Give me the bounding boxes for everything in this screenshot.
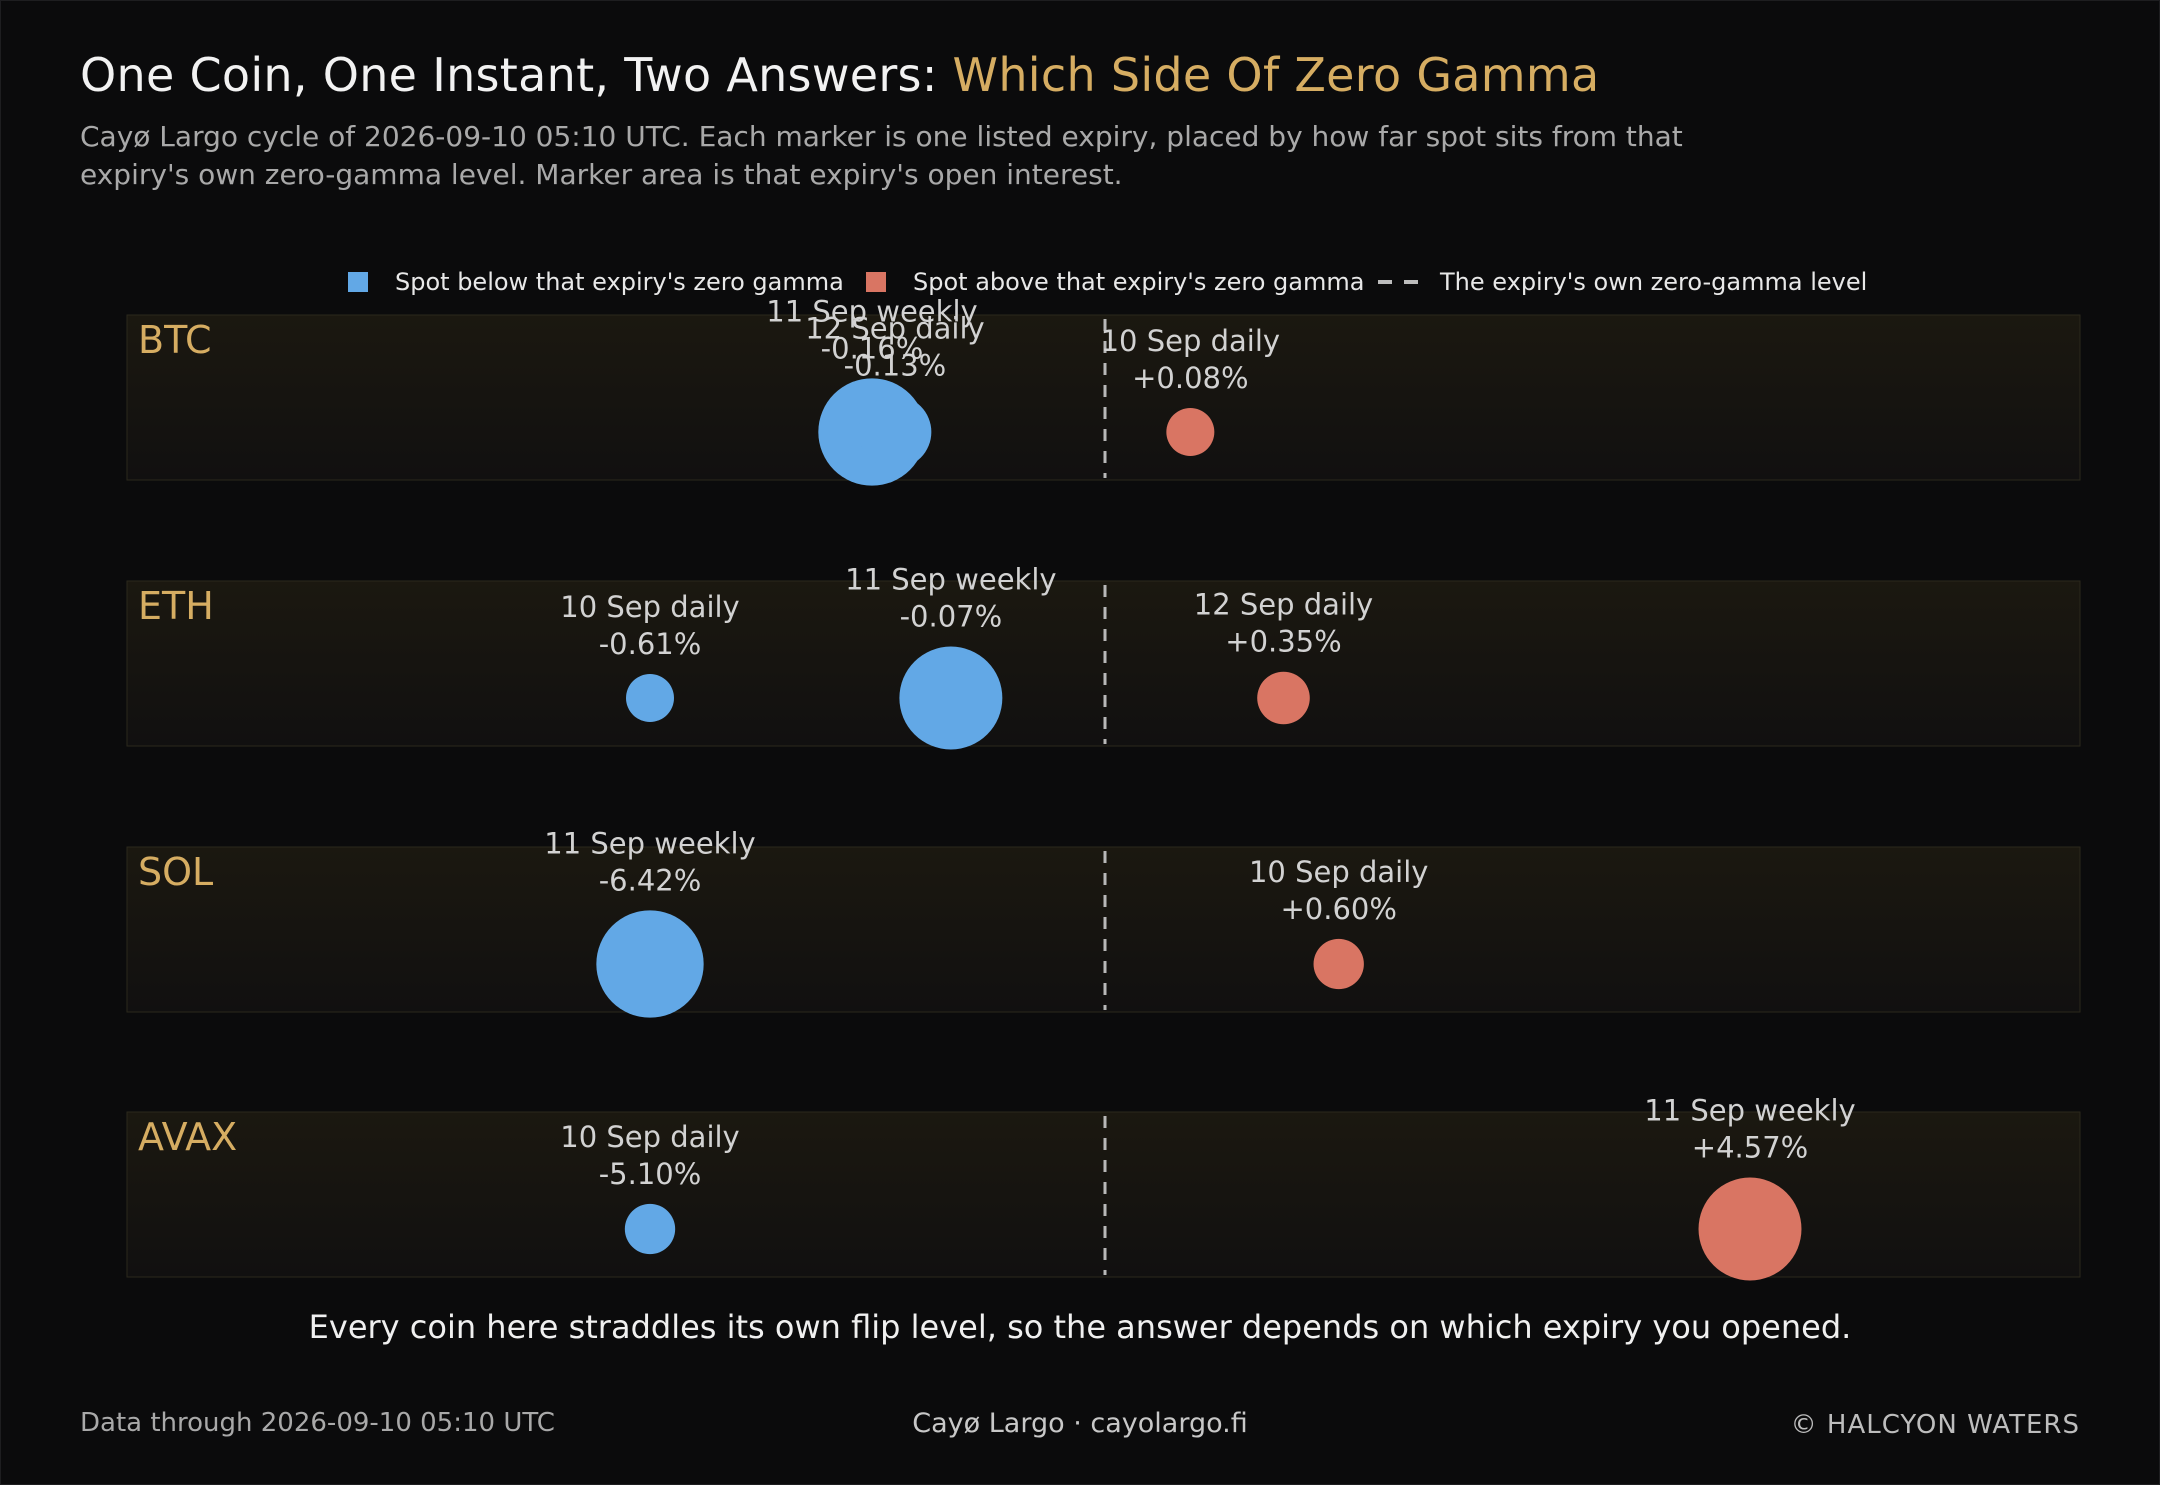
marker-expiry-label: 12 Sep daily xyxy=(805,312,984,346)
marker-value-label: -0.16% xyxy=(821,331,924,365)
marker-expiry-label: 11 Sep weekly xyxy=(1644,1094,1855,1128)
row-label-eth: ETH xyxy=(138,584,214,628)
marker-expiry-label: 10 Sep daily xyxy=(1249,855,1428,889)
marker-expiry-label: 10 Sep daily xyxy=(560,590,739,624)
marker-value-label: -6.42% xyxy=(599,863,702,897)
marker-expiry-label: 12 Sep daily xyxy=(1194,588,1373,622)
marker-expiry-label: 10 Sep daily xyxy=(1101,324,1280,358)
page-title: One Coin, One Instant, Two Answers: Whic… xyxy=(80,48,1599,102)
marker-sol xyxy=(1313,938,1364,990)
row-label-btc: BTC xyxy=(138,318,212,362)
marker-sol xyxy=(596,910,704,1018)
marker-value-label: +0.60% xyxy=(1280,892,1396,926)
footer-data-through: Data through 2026-09-10 05:10 UTC xyxy=(80,1408,555,1438)
footer-brand: © HALCYON WATERS xyxy=(1790,1410,2080,1440)
marker-value-label: +0.08% xyxy=(1132,361,1248,395)
chart-footnote: Every coin here straddles its own flip l… xyxy=(308,1308,1852,1346)
legend-item-above: Spot above that expiry's zero gamma xyxy=(866,268,1364,296)
marker-value-label: -0.13% xyxy=(844,349,947,383)
marker-value-label: +0.35% xyxy=(1225,625,1341,659)
page-subtitle: Cayø Largo cycle of 2026-09-10 05:10 UTC… xyxy=(80,120,1683,191)
title-main: One Coin, One Instant, Two Answers: xyxy=(80,48,953,102)
marker-value-label: -5.10% xyxy=(599,1157,702,1191)
marker-btc xyxy=(1166,408,1215,456)
marker-btc xyxy=(858,395,932,469)
legend-label-zero-line: The expiry's own zero-gamma level xyxy=(1440,268,1868,296)
marker-value-label: -0.07% xyxy=(900,600,1003,634)
marker-value-label: -0.61% xyxy=(599,627,702,661)
marker-avax xyxy=(624,1203,676,1255)
legend-label-below: Spot below that expiry's zero gamma xyxy=(395,268,844,296)
row-label-sol: SOL xyxy=(138,850,213,894)
marker-expiry-label: 11 Sep weekly xyxy=(766,294,977,328)
marker-expiry-label: 11 Sep weekly xyxy=(845,563,1056,597)
legend-label-above: Spot above that expiry's zero gamma xyxy=(913,268,1365,296)
legend: Spot below that expiry's zero gamma Spot… xyxy=(0,268,2160,308)
row-label-avax: AVAX xyxy=(138,1115,237,1159)
marker-avax xyxy=(1698,1177,1802,1281)
legend-swatch-above xyxy=(866,272,886,292)
legend-item-below: Spot below that expiry's zero gamma xyxy=(348,268,844,296)
marker-value-label: +4.57% xyxy=(1692,1131,1808,1165)
legend-dash-icon xyxy=(1378,280,1420,284)
legend-swatch-below xyxy=(348,272,368,292)
marker-eth xyxy=(1257,671,1310,725)
marker-expiry-label: 10 Sep daily xyxy=(560,1120,739,1154)
footer-source: Cayø Largo · cayolargo.fi xyxy=(912,1408,1248,1439)
legend-item-zero-line: The expiry's own zero-gamma level xyxy=(1378,268,1867,296)
marker-expiry-label: 11 Sep weekly xyxy=(544,826,755,860)
marker-eth xyxy=(626,674,674,722)
title-accent: Which Side Of Zero Gamma xyxy=(952,48,1600,102)
marker-eth xyxy=(899,646,1003,750)
